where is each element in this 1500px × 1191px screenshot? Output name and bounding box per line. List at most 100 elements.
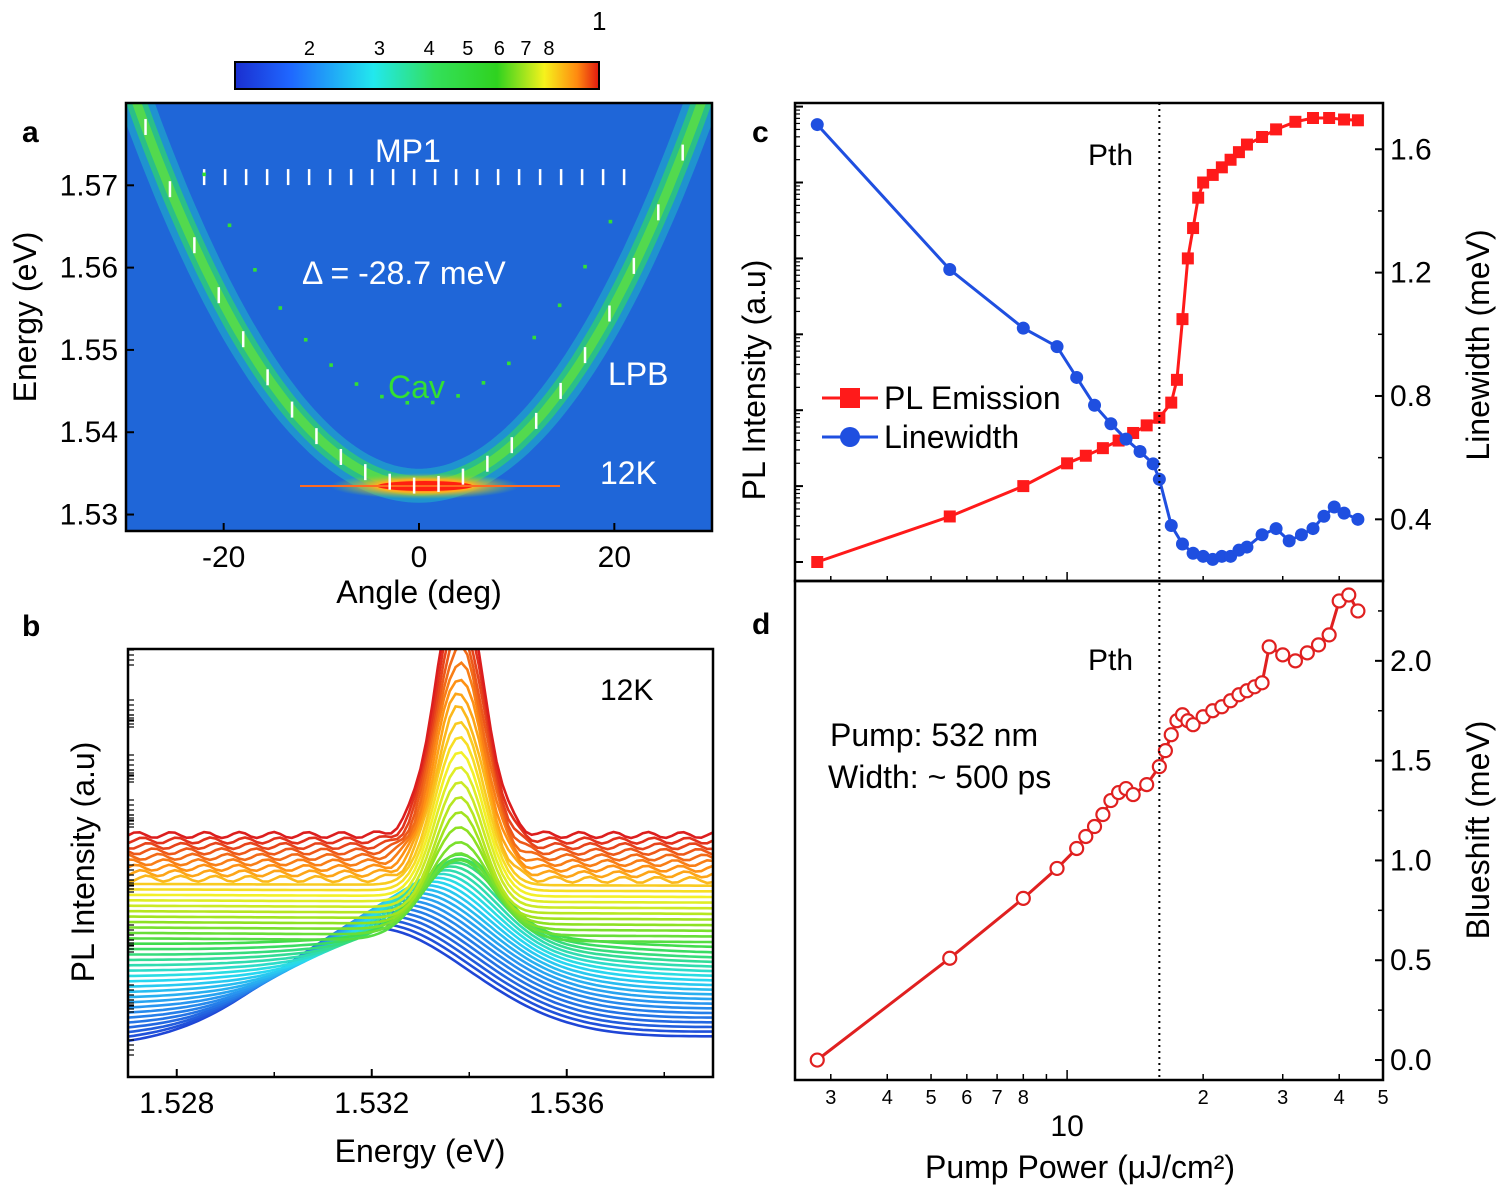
legend: PL Emission Linewidth — [822, 380, 1061, 455]
cavity-marker — [303, 337, 308, 342]
pl-emission-point — [1206, 168, 1219, 181]
pl-emission-point — [1176, 313, 1189, 326]
pl-spectrum-curve — [128, 852, 713, 938]
temperature-label-b: 12K — [600, 674, 653, 707]
linewidth-point — [1146, 457, 1160, 471]
colorbar-tick-label: 5 — [462, 38, 473, 60]
colorbar-tick-label: 8 — [543, 38, 554, 60]
blueshift-point — [1015, 890, 1031, 906]
cavity-marker — [583, 264, 587, 269]
pl-emission-line — [816, 116, 1358, 564]
colorbar-max-label: 1 — [592, 6, 606, 36]
pth-label-d: Pth — [1088, 644, 1133, 677]
blueshift-point — [1069, 840, 1085, 857]
linewidth-point — [1152, 472, 1166, 486]
pl-spectrum-curve — [128, 692, 713, 879]
panel-d: d 0.0 0.5 1.0 1.5 2.0 3 4 5 6 7 8 10 2 3 4 5 Pth Pump: … — [752, 579, 1496, 1185]
temperature-label-a: 12K — [600, 455, 657, 491]
pump-wavelength-label: Pump: 532 nm — [830, 717, 1038, 753]
pl-spectrum-curve — [128, 649, 713, 862]
pl-emission-point — [1187, 222, 1200, 235]
cavity-marker — [227, 223, 232, 228]
x-tick-label: -20 — [202, 541, 245, 574]
x-tick-label-minor: 5 — [925, 1087, 936, 1109]
pl-emission-point — [811, 556, 824, 568]
colorbar-tick-label: 6 — [494, 38, 505, 60]
pl-emission-point — [1289, 115, 1302, 128]
blueshift-markers — [809, 587, 1366, 1068]
blueshift-point — [1163, 727, 1179, 743]
cavity-marker — [253, 268, 257, 272]
pl-emission-point — [1079, 449, 1092, 462]
pl-emission-point — [1323, 112, 1336, 124]
legend-linewidth-marker — [840, 427, 860, 447]
panel-c: c 0.4 0.8 1.2 1.6 Pth PL Emission Linewidth… — [736, 101, 1496, 583]
linewidth-point — [943, 263, 957, 277]
x-tick-label: 1.536 — [529, 1087, 604, 1120]
pl-spectrum-curve — [128, 899, 713, 1009]
mp1-markers — [202, 169, 626, 186]
panel-d-xlabel: Pump Power (μJ/cm²) — [925, 1149, 1235, 1185]
pl-emission-point — [1240, 138, 1253, 151]
lpb-markers — [144, 118, 684, 494]
panel-d-axes: 0.0 0.5 1.0 1.5 2.0 3 4 5 6 7 8 10 2 3 4 5 — [825, 610, 1432, 1143]
linewidth-point — [1050, 340, 1064, 354]
pl-emission-point — [1192, 191, 1205, 204]
pl-spectrum-curve — [128, 840, 713, 933]
panel-a-label: a — [22, 116, 39, 149]
pl-emission-point — [1181, 252, 1194, 265]
blueshift-point — [1086, 818, 1103, 835]
x-tick-label: 20 — [598, 541, 631, 574]
panel-c-frame — [793, 101, 1385, 583]
linewidth-point — [1104, 417, 1118, 431]
y-tick-label: 1.5 — [1390, 745, 1432, 778]
pl-emission-point — [1338, 113, 1351, 126]
colorbar-tick-label: 3 — [374, 38, 385, 60]
linewidth-point — [1282, 534, 1296, 548]
linewidth-line — [816, 123, 1359, 561]
pl-spectrum-curve — [128, 649, 713, 857]
blueshift-point — [1095, 806, 1111, 823]
blueshift-point — [1139, 776, 1155, 793]
linewidth-point — [1306, 522, 1320, 536]
x-tick-label: 0 — [411, 541, 428, 574]
pl-spectrum-curve — [128, 906, 713, 1019]
cavity-marker — [507, 361, 511, 366]
blueshift-point — [942, 950, 958, 966]
pl-spectrum-curve — [128, 903, 713, 1014]
pl-emission-point — [943, 510, 956, 523]
pl-emission-point — [1017, 480, 1030, 493]
pl-emission-point — [1351, 114, 1364, 127]
blueshift-point — [1185, 717, 1201, 733]
y-tick-label: 2.0 — [1390, 645, 1432, 678]
pl-spectrum-curve — [128, 678, 713, 873]
x-tick-label-minor: 4 — [1334, 1087, 1345, 1109]
x-tick-label-minor: 3 — [1277, 1087, 1288, 1109]
cavity-marker — [481, 381, 486, 385]
pulse-width-label: Width: ~ 500 ps — [828, 759, 1051, 795]
blueshift-point — [1157, 743, 1173, 759]
blueshift-point — [1078, 828, 1094, 845]
pl-spectrum-curve — [128, 649, 713, 845]
blueshift-point — [1275, 647, 1291, 663]
pl-emission-point — [1061, 457, 1074, 470]
y-tick-label: 0.0 — [1390, 1044, 1432, 1077]
x-tick-label-minor: 8 — [1018, 1087, 1029, 1109]
x-tick-label-major: 10 — [1050, 1110, 1083, 1143]
pl-emission-point — [1096, 442, 1109, 455]
mp1-label: MP1 — [375, 133, 441, 169]
linewidth-point — [1119, 432, 1133, 446]
y2-tick-label: 1.6 — [1390, 133, 1432, 166]
y-tick-label: 1.54 — [60, 416, 118, 449]
colorbar-tick-label: 2 — [304, 38, 315, 60]
linewidth-point — [1133, 444, 1147, 458]
y-tick-label: 1.55 — [60, 334, 118, 367]
pth-label-c: Pth — [1088, 139, 1133, 172]
y-tick-label: 1.56 — [60, 252, 118, 285]
pl-spectrum-curve — [128, 765, 713, 904]
pl-emission-point — [1270, 123, 1283, 136]
cavity-marker — [380, 394, 384, 399]
pl-spectrum-curve — [128, 735, 713, 893]
